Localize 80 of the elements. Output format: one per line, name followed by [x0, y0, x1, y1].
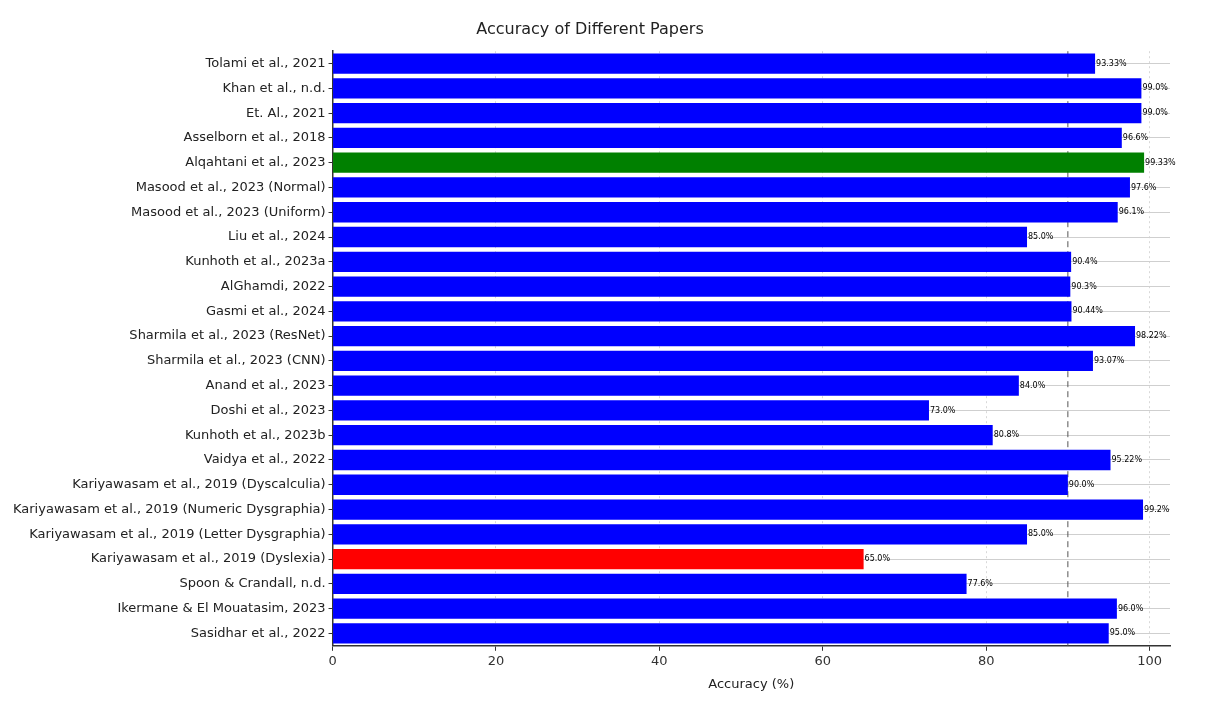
y-tick-label: Gasmi et al., 2024: [206, 302, 326, 318]
data-label: 96.1%: [1118, 207, 1145, 217]
x-tick-label: 100: [1137, 652, 1162, 668]
y-tick-label: Anand et al., 2023: [205, 377, 326, 393]
y-tick-label: Sasidhar et al., 2022: [190, 624, 326, 640]
data-label: 80.8%: [993, 430, 1020, 440]
chart-title: Accuracy of Different Papers: [476, 18, 704, 38]
y-tick-label: Masood et al., 2023 (Normal): [135, 178, 326, 194]
x-tick-label: 40: [651, 652, 668, 668]
bar: [333, 499, 1144, 520]
bar: [333, 276, 1071, 297]
y-tick-label: Asselborn et al., 2018: [183, 129, 326, 145]
y-tick-label: Sharmila et al., 2023 (CNN): [146, 352, 326, 368]
bar: [333, 102, 1142, 124]
data-label: 96.6%: [1122, 132, 1149, 142]
bar: [333, 152, 1145, 173]
y-tick-label: Doshi et al., 2023: [210, 401, 326, 417]
y-tick-label: Alqahtani et al., 2023: [185, 154, 326, 170]
data-label: 95.22%: [1111, 455, 1143, 465]
bar: [333, 474, 1068, 495]
bar: [333, 177, 1130, 198]
data-label: 99.33%: [1145, 157, 1176, 167]
y-tick-label: Kariyawasam et al., 2019 (Numeric Dysgraphia): [13, 500, 326, 516]
y-tick-label: Liu et al., 2024: [228, 228, 326, 244]
y-tick-label: Spoon & Crandall, n.d.: [179, 575, 326, 591]
data-label: 90.4%: [1072, 256, 1098, 266]
bar: [333, 548, 864, 570]
bar: [333, 251, 1072, 272]
data-label: 93.07%: [1093, 355, 1125, 365]
data-label: 65.0%: [864, 554, 891, 564]
bar: [333, 623, 1109, 644]
data-label: 90.0%: [1068, 479, 1095, 489]
y-tick-label: Ikermane & El Mouatasim, 2023: [117, 600, 326, 616]
data-label: 85.0%: [1028, 529, 1054, 539]
bar: [333, 325, 1136, 347]
x-tick-label: 0: [328, 652, 337, 668]
data-label: 96.0%: [1117, 603, 1144, 613]
data-label: 98.22%: [1136, 331, 1167, 341]
bar: [333, 301, 1072, 322]
y-tick-label: Kariyawasam et al., 2019 (Letter Dysgraphia): [29, 525, 326, 541]
bar: [333, 127, 1122, 149]
data-label: 95.0%: [1109, 628, 1136, 638]
data-label: 85.0%: [1028, 232, 1054, 242]
bar: [333, 425, 993, 446]
bar: [333, 598, 1117, 619]
x-tick-label: 20: [487, 652, 505, 668]
bar: [333, 375, 1019, 396]
data-label: 84.0%: [1019, 380, 1046, 390]
data-label: 99.0%: [1142, 108, 1169, 118]
bar: [333, 226, 1028, 248]
data-label: 77.6%: [967, 578, 994, 588]
data-label: 99.0%: [1142, 83, 1169, 93]
y-tick-label: Et. Al., 2021: [245, 104, 326, 120]
y-tick-label: Masood et al., 2023 (Uniform): [131, 203, 326, 219]
bar: [333, 400, 929, 421]
bar: [333, 449, 1111, 471]
y-tick-label: AlGhamdi, 2022: [220, 277, 326, 293]
bar: [333, 524, 1028, 545]
x-axis-title: Accuracy (%): [708, 675, 795, 691]
data-label: 90.44%: [1072, 306, 1104, 316]
data-label: 90.3%: [1071, 281, 1098, 291]
data-label: 99.2%: [1144, 504, 1170, 514]
bar: [333, 78, 1142, 99]
bar: [333, 350, 1093, 372]
data-label: 73.0%: [929, 405, 956, 415]
x-tick-label: 60: [814, 652, 832, 668]
bar: [333, 202, 1118, 223]
y-tick-label: Khan et al., n.d.: [222, 79, 326, 95]
bar: [333, 53, 1096, 74]
y-tick-label: Tolami et al., 2021: [204, 54, 326, 70]
bar: [333, 573, 967, 595]
x-tick-label: 80: [977, 652, 995, 668]
y-tick-label: Kunhoth et al., 2023b: [184, 426, 326, 442]
y-tick-label: Kariyawasam et al., 2019 (Dyslexia): [90, 550, 326, 566]
y-tick-label: Kariyawasam et al., 2019 (Dyscalculia): [72, 476, 326, 492]
data-label: 97.6%: [1130, 182, 1157, 192]
data-label: 93.33%: [1096, 58, 1127, 68]
y-tick-label: Kunhoth et al., 2023a: [185, 253, 326, 269]
y-tick-label: Vaidya et al., 2022: [203, 451, 326, 467]
y-tick-label: Sharmila et al., 2023 (ResNet): [129, 327, 326, 343]
